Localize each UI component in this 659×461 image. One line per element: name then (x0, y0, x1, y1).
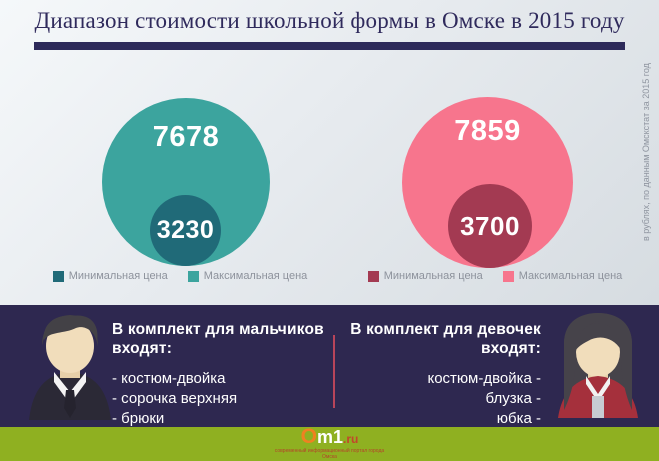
boy-avatar-icon (29, 315, 111, 420)
title-underline (34, 42, 625, 50)
boys-kit-item: - костюм-двойка (112, 370, 226, 387)
center-divider (333, 335, 335, 408)
boys-legend-max-label: Максимальная цена (203, 270, 308, 282)
footer: Om1.ru современный информационный портал… (0, 425, 659, 461)
boys-min-color-swatch-icon (52, 270, 64, 282)
boys-legend-min-label: Минимальная цена (68, 270, 168, 282)
girls-max-color-swatch-icon (502, 270, 514, 282)
girls-legend-max: Максимальная цена (502, 270, 623, 282)
boys-kit-header: В комплект для мальчиков входят: (112, 321, 324, 357)
boys-kit-item: - брюки (112, 410, 165, 427)
girls-kit-header: В комплект для девочек входят: (350, 321, 541, 357)
chart-section: Диапазон стоимости школьной формы в Омск… (0, 0, 659, 305)
source-note: в рублях, по данным Омскстат за 2015 год (641, 63, 651, 241)
girls-kit-list: костюм-двойка - блузка - юбка - (313, 369, 541, 429)
girls-legend-max-label: Максимальная цена (518, 270, 623, 282)
logo-m1: m1 (316, 427, 343, 447)
girls-legend-min: Минимальная цена (367, 270, 483, 282)
boys-min-price-bubble: 3230 (150, 195, 221, 266)
boys-max-color-swatch-icon (187, 270, 199, 282)
girls-legend: Минимальная цена Максимальная цена (340, 270, 650, 282)
girls-kit-item: костюм-двойка - (427, 370, 541, 387)
kits-panel: В комплект для мальчиков входят: - костю… (0, 305, 659, 427)
boys-legend: Минимальная цена Максимальная цена (15, 270, 345, 282)
logo-tagline: современный информационный портал города… (274, 448, 385, 460)
girls-min-price-bubble: 3700 (448, 184, 532, 268)
girls-kit-item: юбка - (496, 410, 541, 427)
boys-kit-block: В комплект для мальчиков входят: - костю… (112, 320, 340, 429)
girls-kit-block: В комплект для девочек входят: костюм-дв… (313, 320, 541, 429)
girls-min-color-swatch-icon (367, 270, 379, 282)
boys-legend-max: Максимальная цена (187, 270, 308, 282)
girls-max-price-value: 7859 (454, 115, 521, 147)
boys-kit-list: - костюм-двойка - сорочка верхняя - брюк… (112, 369, 340, 429)
boys-min-price-value: 3230 (156, 216, 215, 244)
logo-letter-o: O (300, 425, 317, 448)
boys-kit-item: - сорочка верхняя (112, 390, 238, 407)
girl-avatar-icon (558, 313, 638, 418)
boys-max-price-value: 7678 (152, 121, 220, 153)
om1-logo: Om1.ru (300, 425, 359, 448)
girls-kit-item: блузка - (485, 390, 541, 407)
logo-ru: .ru (343, 432, 359, 446)
page-title: Диапазон стоимости школьной формы в Омск… (34, 8, 625, 33)
girls-min-price-value: 3700 (460, 211, 520, 241)
girls-legend-min-label: Минимальная цена (383, 270, 483, 282)
boys-legend-min: Минимальная цена (52, 270, 168, 282)
